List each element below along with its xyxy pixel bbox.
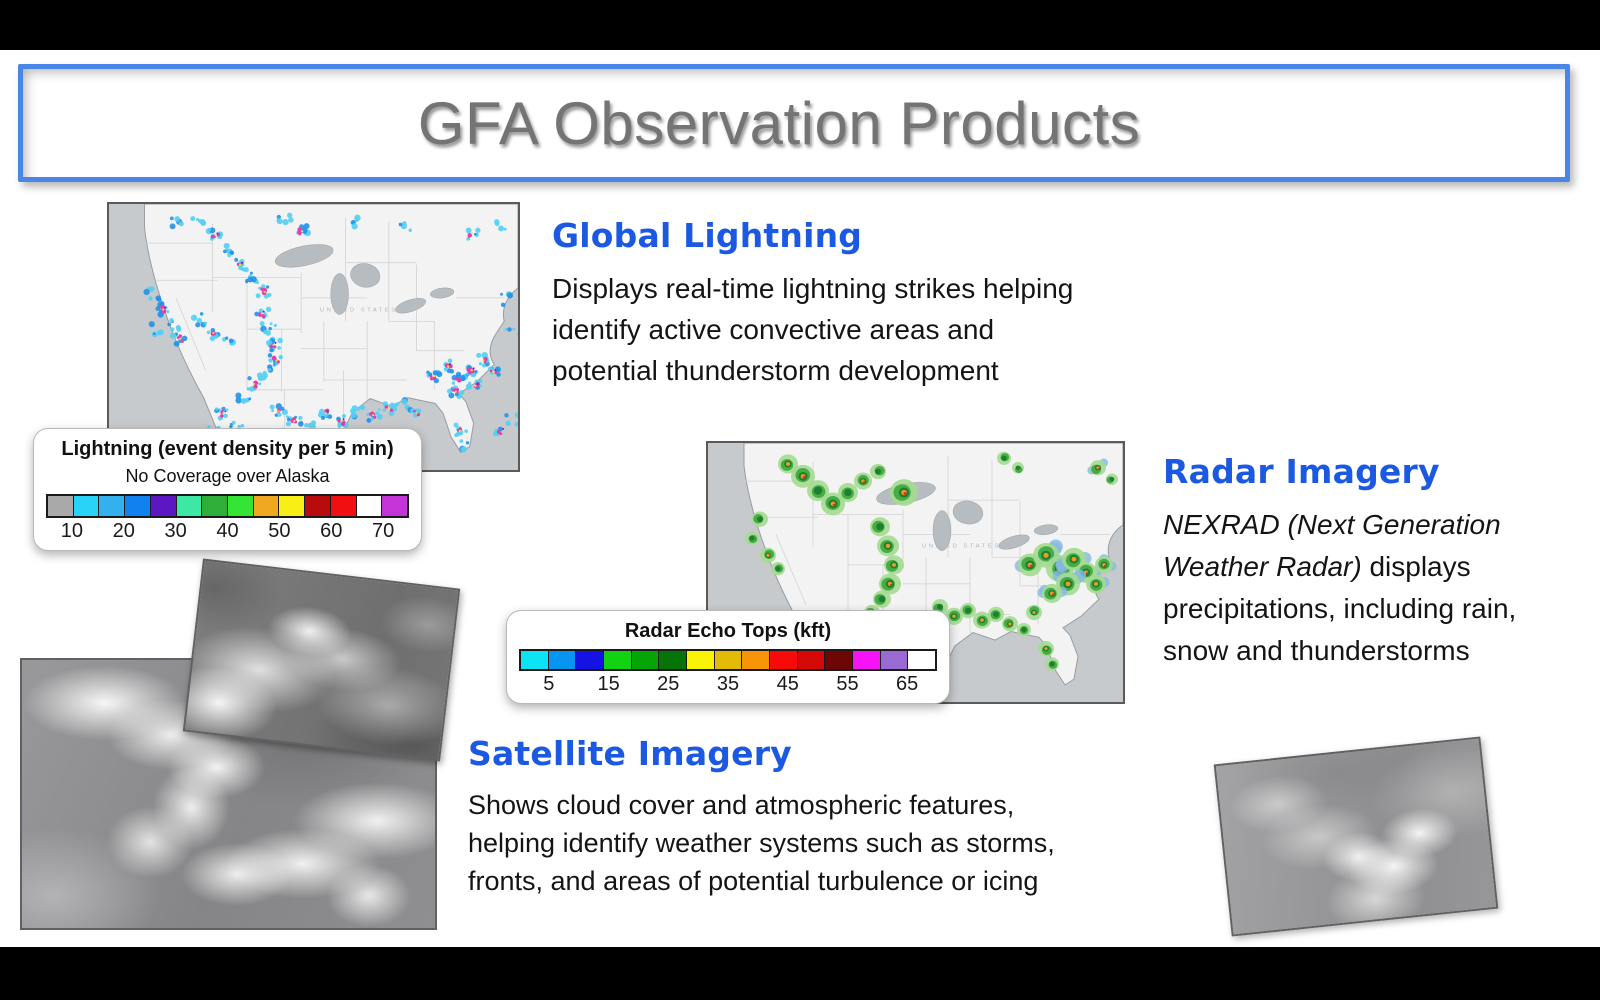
legend-color-cell	[908, 651, 936, 669]
legend-color-cell	[659, 651, 688, 669]
letterbox-bottom	[0, 947, 1600, 1000]
satellite-imagery-section: Satellite Imagery Shows cloud cover and …	[468, 734, 1158, 900]
legend-color-cell	[382, 496, 408, 516]
global-lightning-heading: Global Lightning	[552, 216, 863, 255]
legend-scale-label: 5	[543, 673, 555, 695]
radar-imagery-heading: Radar Imagery	[1163, 452, 1440, 491]
lightning-legend-subtitle: No Coverage over Alaska	[125, 466, 330, 486]
legend-color-cell	[73, 496, 100, 516]
satellite-image-right	[1213, 736, 1499, 937]
slide-background: GFA Observation Products UNITED STATES U…	[0, 50, 1600, 947]
legend-scale-label: 70	[371, 520, 395, 542]
global-lightning-description: Displays real-time lightning strikes hel…	[552, 273, 1074, 386]
legend-scale-label: 25	[657, 673, 680, 695]
legend-color-cell	[742, 651, 771, 669]
legend-scale-label: 30	[164, 520, 187, 542]
global-lightning-section: Global Lightning Displays real-time ligh…	[552, 216, 1152, 391]
legend-scale-label: 20	[112, 520, 135, 542]
legend-color-cell	[576, 651, 605, 669]
legend-color-cell	[687, 651, 715, 669]
lightning-map-svg: UNITED STATES	[109, 204, 518, 470]
legend-color-cell	[356, 496, 383, 516]
legend-color-cell	[770, 651, 798, 669]
legend-color-cell	[202, 496, 229, 516]
letterbox-top	[0, 0, 1600, 50]
radar-imagery-description: NEXRAD (Next Generation Weather Radar) di…	[1163, 509, 1517, 666]
page-title: GFA Observation Products	[417, 89, 1141, 157]
radar-legend-title: Radar Echo Tops (kft)	[624, 620, 832, 642]
legend-color-cell	[176, 496, 203, 516]
legend-scale-label: 35	[716, 673, 740, 695]
legend-color-cell	[880, 651, 909, 669]
legend-color-cell	[825, 651, 854, 669]
title-box: GFA Observation Products	[18, 64, 1570, 182]
legend-color-cell	[99, 496, 126, 516]
lightning-color-scale	[46, 494, 409, 518]
lightning-legend: Lightning (event density per 5 min) No C…	[33, 428, 422, 551]
legend-color-cell	[604, 651, 632, 669]
legend-scale-label: 40	[216, 520, 239, 542]
legend-color-cell	[797, 651, 826, 669]
legend-color-cell	[48, 496, 74, 516]
legend-color-cell	[853, 651, 881, 669]
radar-imagery-section: Radar Imagery NEXRAD (Next Generation Wea…	[1163, 452, 1583, 672]
legend-color-cell	[279, 496, 306, 516]
legend-color-cell	[521, 651, 549, 669]
legend-scale-label: 45	[776, 673, 799, 695]
legend-color-cell	[631, 651, 660, 669]
legend-color-cell	[330, 496, 357, 516]
legend-scale-label: 15	[597, 673, 620, 695]
satellite-image-secondary	[182, 558, 461, 762]
legend-color-cell	[548, 651, 577, 669]
legend-scale-label: 65	[896, 673, 919, 695]
satellite-imagery-description: Shows cloud cover and atmospheric featur…	[468, 790, 1055, 896]
legend-color-cell	[253, 496, 280, 516]
legend-scale-label: 55	[836, 673, 859, 695]
legend-color-cell	[714, 651, 743, 669]
legend-color-cell	[228, 496, 254, 516]
lightning-scale-labels: 10 20 30 40 50 60 70	[46, 520, 409, 543]
legend-color-cell	[305, 496, 331, 516]
legend-scale-label: 10	[60, 520, 84, 542]
satellite-imagery-heading: Satellite Imagery	[468, 734, 792, 773]
radar-legend: Radar Echo Tops (kft) 5 15 25 35 45 55 65	[506, 610, 950, 704]
svg-text:UNITED STATES: UNITED STATES	[320, 308, 398, 314]
radar-scale-labels: 5 15 25 35 45 55 65	[519, 673, 937, 696]
legend-color-cell	[150, 496, 177, 516]
legend-color-cell	[125, 496, 151, 516]
radar-color-scale	[519, 649, 937, 671]
lightning-legend-title: Lightning (event density per 5 min)	[61, 438, 394, 460]
legend-scale-label: 50	[268, 520, 291, 542]
svg-text:UNITED STATES: UNITED STATES	[922, 544, 1001, 550]
legend-scale-label: 60	[320, 520, 343, 542]
lightning-map-image: UNITED STATES	[107, 202, 520, 472]
